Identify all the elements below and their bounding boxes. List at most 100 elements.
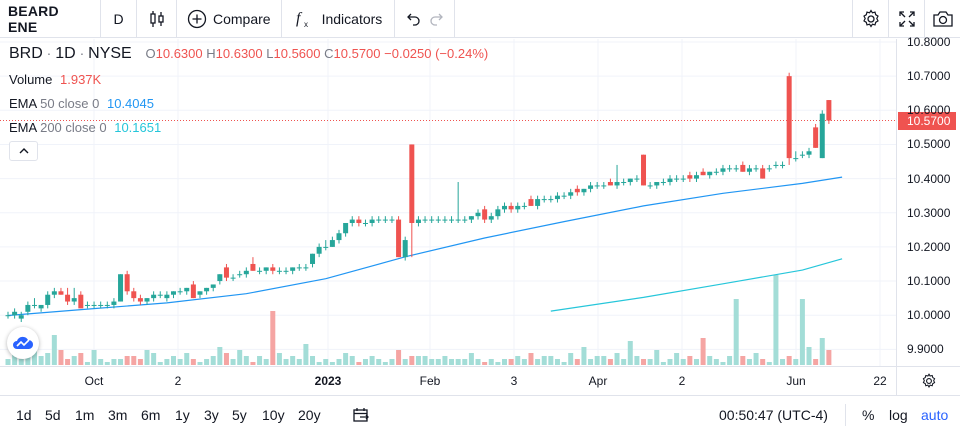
candle-body: [449, 219, 455, 221]
candle-body: [727, 168, 733, 170]
candle-body: [190, 284, 196, 299]
collapse-legend-button[interactable]: [9, 141, 38, 161]
range-button-3y[interactable]: 3y: [204, 407, 219, 423]
range-button-10y[interactable]: 10y: [262, 407, 285, 423]
time-label: Oct: [84, 374, 104, 388]
candle-body: [323, 246, 329, 248]
range-button-1m[interactable]: 1m: [75, 407, 95, 423]
candle-body: [243, 270, 249, 275]
candle-body: [409, 144, 415, 223]
fullscreen-button[interactable]: [888, 0, 924, 38]
tradingview-logo[interactable]: [7, 327, 39, 359]
low-value: 10.5600: [273, 46, 321, 61]
candle-body: [720, 168, 726, 172]
clock-timezone[interactable]: 00:50:47 (UTC-4): [719, 407, 828, 423]
price-scale[interactable]: 10.5700 10.8000 10.7000 10.6000 10.5000 10.4…: [896, 35, 960, 366]
volume-bar: [581, 347, 587, 365]
range-button-5y[interactable]: 5y: [232, 407, 247, 423]
price-tick: 9.9000: [907, 342, 944, 357]
candle-body: [488, 216, 494, 220]
candle-body: [442, 219, 448, 221]
log-scale-toggle[interactable]: log: [889, 407, 908, 423]
candle-body: [349, 219, 355, 223]
range-button-6m[interactable]: 6m: [141, 407, 161, 423]
volume-bar: [243, 356, 249, 365]
range-button-1y[interactable]: 1y: [175, 407, 190, 423]
ema50-legend[interactable]: EMA 50 close 0 10.4045: [9, 96, 154, 111]
candle-body: [813, 127, 819, 148]
price-chart[interactable]: [0, 39, 896, 366]
price-tick: 10.6000: [907, 103, 951, 118]
candle-body: [316, 246, 322, 254]
volume-bar: [826, 350, 832, 365]
range-button-20y[interactable]: 20y: [298, 407, 321, 423]
candle-body: [210, 284, 216, 288]
candle-body: [468, 216, 474, 220]
volume-bar: [389, 359, 395, 365]
candle-body: [495, 209, 501, 217]
go-to-date-button[interactable]: [352, 406, 370, 427]
volume-bar: [217, 347, 223, 365]
candle-body: [65, 294, 71, 302]
candle-body: [329, 240, 335, 247]
price-tick: 10.4000: [907, 171, 951, 186]
candle-body: [475, 212, 481, 217]
candle-body: [396, 219, 402, 258]
candle-body: [793, 158, 799, 160]
volume-bar: [223, 353, 229, 365]
redo-icon[interactable]: [429, 11, 445, 27]
time-label: 3: [510, 374, 518, 388]
percent-scale-toggle[interactable]: %: [862, 407, 875, 423]
ema200-legend[interactable]: EMA 200 close 0 10.1651: [9, 120, 161, 135]
volume-bar: [455, 359, 461, 365]
candle-body: [607, 182, 613, 186]
volume-bar: [137, 359, 143, 365]
volume-bar: [594, 356, 600, 365]
range-button-3m[interactable]: 3m: [108, 407, 128, 423]
low-label: L: [266, 46, 274, 61]
volume-bar: [508, 359, 514, 365]
candle-body: [766, 168, 772, 170]
symbol-search-button[interactable]: BEARD ENE: [0, 0, 101, 38]
auto-scale-toggle[interactable]: auto: [921, 407, 949, 423]
ema50-value: 10.4045: [106, 96, 154, 111]
candle-body: [515, 205, 521, 210]
volume-bar: [18, 359, 24, 365]
volume-label: Volume: [9, 72, 53, 87]
time-label: 22: [873, 374, 887, 388]
volume-bar: [51, 335, 57, 365]
volume-bar: [177, 359, 183, 365]
volume-bar: [429, 359, 435, 365]
volume-bar: [687, 356, 693, 365]
volume-bar: [329, 362, 335, 365]
candle-body: [12, 311, 18, 316]
volume-bar: [25, 356, 31, 365]
candle-body: [18, 315, 24, 319]
screenshot-button[interactable]: [924, 0, 960, 38]
settings-button[interactable]: [852, 0, 888, 38]
range-button-5d[interactable]: 5d: [45, 407, 61, 423]
candle-body: [263, 267, 269, 271]
candle-body: [38, 304, 44, 309]
candle-body: [502, 205, 507, 210]
candle-body: [415, 219, 421, 223]
volume-bar: [164, 359, 170, 365]
toolbar-right-group: [852, 0, 960, 38]
range-button-1d[interactable]: 1d: [16, 407, 32, 423]
volume-bar: [680, 359, 686, 365]
undo-icon[interactable]: [405, 11, 421, 27]
volume-bar: [495, 362, 501, 365]
chart-type-button[interactable]: [137, 0, 177, 38]
volume-legend[interactable]: Volume 1.937K: [9, 72, 101, 87]
time-axis[interactable]: Oct 2 2023 Feb 3 Apr 2 Jun 22: [0, 366, 896, 395]
chevron-up-icon: [19, 148, 28, 154]
candle-body: [753, 168, 759, 170]
legend-ticker[interactable]: BRD: [9, 45, 43, 62]
volume-bar: [634, 356, 640, 365]
interval-button[interactable]: D: [101, 0, 137, 38]
scale-settings-button[interactable]: [896, 366, 960, 395]
candle-body: [382, 219, 388, 221]
compare-button[interactable]: Compare: [177, 0, 282, 38]
volume-bar: [793, 359, 799, 365]
